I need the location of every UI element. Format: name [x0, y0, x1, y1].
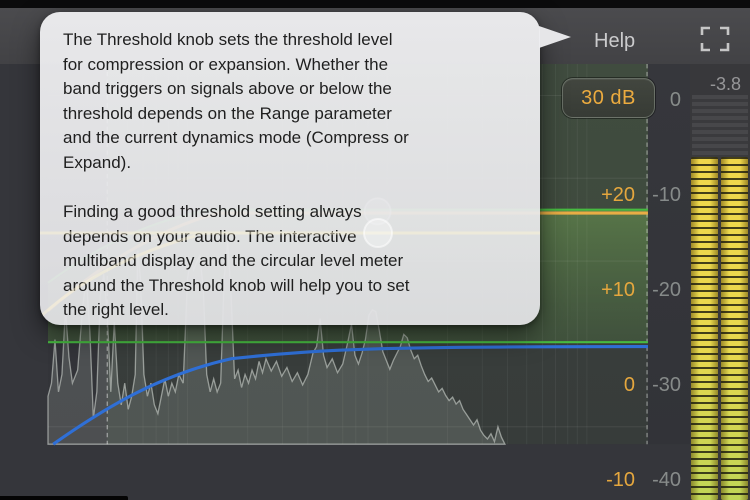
band-region-lower: [107, 342, 648, 445]
spectrum-curve: [47, 241, 506, 445]
tooltip-paragraph: Finding a good threshold setting always …: [63, 202, 410, 319]
fullscreen-icon[interactable]: [700, 26, 730, 52]
level-scale-label: -40: [652, 469, 681, 491]
level-scale-label: -10: [652, 184, 681, 206]
display-range-button[interactable]: 30 dB: [562, 78, 655, 118]
level-scale-label: 0: [669, 89, 681, 111]
blue-level-curve: [52, 344, 648, 446]
level-scale-label: -30: [652, 374, 681, 396]
meter-peak-readout[interactable]: -3.8: [709, 74, 741, 94]
level-scale-label: -20: [652, 279, 681, 301]
gain-scale-label: -10: [606, 469, 635, 491]
meter-bar-left: [691, 157, 718, 500]
output-level-meter: -3.8: [690, 64, 750, 500]
tooltip-paragraph: The Threshold knob sets the threshold le…: [63, 30, 409, 172]
tooltip-arrow: [539, 26, 571, 48]
gain-scale-label: 0: [623, 374, 635, 396]
help-tooltip: The Threshold knob sets the threshold le…: [40, 12, 571, 325]
window-top-edge: [0, 0, 750, 8]
window-bottom-edge: [0, 496, 128, 500]
help-button[interactable]: Help: [594, 30, 636, 52]
gain-scale-label: +10: [601, 279, 635, 301]
gain-scale-label: +20: [601, 184, 635, 206]
meter-unlit-segments: [692, 95, 748, 157]
meter-bar-right: [721, 157, 748, 500]
